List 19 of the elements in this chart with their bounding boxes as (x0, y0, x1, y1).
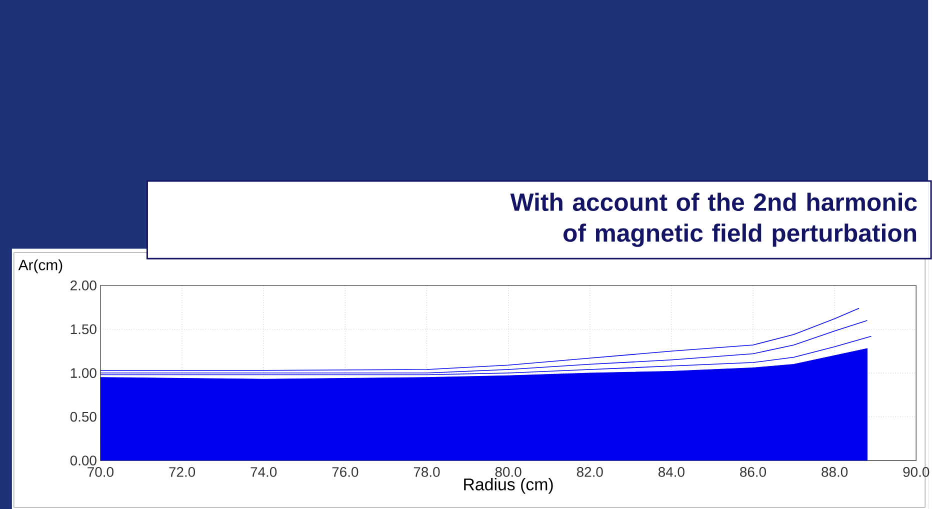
y-axis-title: Ar(cm) (18, 259, 62, 274)
x-tick-label: 72.0 (169, 466, 196, 477)
x-tick-label: 70.0 (88, 466, 114, 477)
x-tick-label: 76.0 (332, 466, 358, 477)
y-tick-label: 1.00 (70, 368, 96, 378)
y-tick-label: 0.00 (70, 455, 96, 466)
x-tick-label: 82.0 (576, 466, 603, 477)
x-tick-label: 88.0 (822, 466, 848, 477)
x-tick-label: 90.0 (903, 466, 930, 477)
x-tick-label: 78.0 (414, 466, 440, 477)
x-tick-label: 80.0 (495, 466, 522, 477)
x-axis-title: Radius (cm) (464, 478, 553, 494)
y-tick-label: 0.50 (70, 412, 96, 422)
y-tick-label: 1.50 (70, 324, 96, 334)
x-tick-label: 74.0 (250, 466, 277, 477)
x-tick-label: 86.0 (740, 466, 766, 477)
x-tick-label: 84.0 (658, 466, 684, 477)
chart-title: With account of the 2nd harmonic of magnetic field perturbation (510, 192, 917, 247)
y-tick-label: 2.00 (70, 280, 96, 290)
